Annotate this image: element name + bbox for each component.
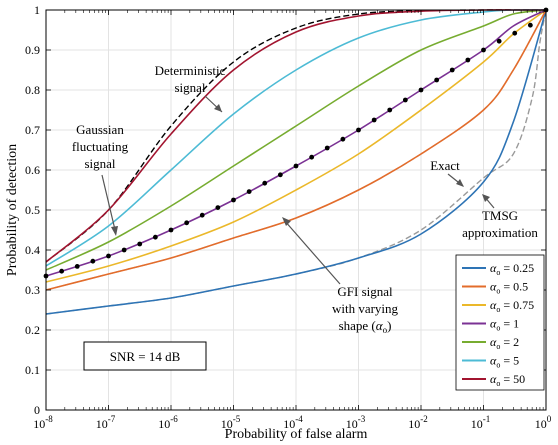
marker-point [262,180,268,186]
annotation-gaussian-line2: fluctuating [72,139,129,154]
annotation-gfi-arrowhead [282,217,291,226]
marker-point [324,145,330,151]
dashed-line-tmsg-0.25 [45,9,547,315]
marker-point [512,30,518,36]
y-tick-label-8: 0.8 [25,83,40,97]
x-tick-label-8: 100 [535,414,552,431]
legend-label-50: αo = 50 [490,372,525,388]
y-tick-label-3: 0.3 [25,283,40,297]
annotation-gaussian-line1: Gaussian [76,122,124,137]
marker-point [465,57,471,63]
marker-point [90,258,96,264]
x-tick-label-4: 10-4 [283,414,303,431]
x-tick-label-6: 10-2 [408,414,428,431]
marker-point [106,253,111,259]
x-tick-label-2: 10-6 [158,414,178,431]
annotation-gaussian-arrow [101,174,117,235]
annotation-deterministic-arrowhead [214,104,222,112]
annotation-tmsg-arrowhead [482,194,490,202]
marker-point [371,117,377,123]
x-tick-label-3: 10-5 [221,414,241,431]
series-line-5 [45,9,547,267]
marker-point [340,136,346,142]
marker-point [481,47,486,53]
marker-point [418,87,424,93]
legend-label-2: αo = 2 [490,335,519,351]
annotation-gfi-shape-suffix: ) [387,318,391,333]
legend-label-1: αo = 1 [490,317,519,333]
marker-point [527,22,533,28]
x-tick-label-1: 10-7 [96,414,116,431]
marker-point [168,227,174,233]
marker-point [356,127,361,133]
annotation-deterministic-line2: signal [174,80,205,95]
x-axis-label: Probability of false alarm [225,427,368,442]
marker-point [199,212,205,218]
annotation-exact: Exact [430,158,460,173]
tick-labels: 10-8 10-7 10-6 10-5 10-4 10-3 10-2 10-1 100 0 0.1 0… [25,3,552,431]
marker-point [231,197,236,203]
series-line-2 [45,9,547,271]
annotation-deterministic-line1: Deterministic [155,63,226,78]
y-tick-label-10: 1 [34,3,40,17]
y-axis-label: Probability of detection [5,144,20,276]
annotation-gaussian-line3: signal [84,156,115,171]
series-line-0.5 [45,9,547,291]
y-tick-label-6: 0.6 [25,163,40,177]
legend-label-5: αo = 5 [490,354,519,370]
plot-frame [45,9,547,411]
marker-point [215,205,221,211]
annotation-tmsg-line2: approximation [462,225,538,240]
annotation-gfi-shape-prefix: shape ( [339,318,376,333]
marker-point [434,77,440,83]
marker-point [402,97,408,103]
markers [43,7,549,279]
annotation-gfi-shape-base: α [376,318,384,333]
marker-point [246,189,252,195]
annotations: Deterministic signal Gaussian fluctuatin… [72,63,538,371]
legend-label-0.5: αo = 0.5 [490,280,528,296]
series-line-0.25 [45,9,547,315]
y-tick-label-7: 0.7 [25,123,40,137]
y-tick-label-2: 0.2 [25,323,40,337]
marker-point [387,107,393,113]
y-tick-label-9: 0.9 [25,43,40,57]
marker-point [277,172,283,178]
y-tick-label-4: 0.4 [25,243,40,257]
series-line-0.75 [45,9,547,283]
annotation-gfi-line2: with varying [332,301,399,316]
annotation-gfi-line1: GFI signal [337,284,393,299]
annotation-gfi-line3: shape (αo) [339,318,392,335]
marker-point [152,234,158,240]
marker-point [449,67,455,73]
y-tick-label-0: 0 [34,403,40,417]
annotation-gfi-shape-sub: o [383,325,388,335]
marker-point [496,38,502,44]
marker-point [184,220,190,226]
x-tick-label-0: 10-8 [33,414,53,431]
marker-point [137,241,143,247]
legend: αo = 0.25 αo = 0.5 αo = 0.75 αo = 1 αo = 2 αo… [455,254,545,391]
annotation-exact-arrowhead [456,179,464,187]
annotation-tmsg-line1: TMSG [482,208,518,223]
marker-point [74,264,80,269]
x-tick-label-5: 10-3 [346,414,366,431]
snr-box [83,341,207,371]
marker-point [309,154,315,160]
marker-point [293,163,299,169]
y-tick-label-1: 0.1 [25,363,40,377]
x-tick-label-7: 10-1 [471,414,491,431]
annotation-gfi-arrow [283,219,341,285]
legend-label-0.75: αo = 0.75 [490,298,534,314]
annotation-gaussian-arrowhead [111,226,118,236]
marker-point [59,268,65,274]
snr-label: SNR = 14 dB [110,349,181,364]
marker-point [121,247,127,253]
legend-label-0.25: αo = 0.25 [490,261,534,277]
y-tick-label-5: 0.5 [25,203,40,217]
